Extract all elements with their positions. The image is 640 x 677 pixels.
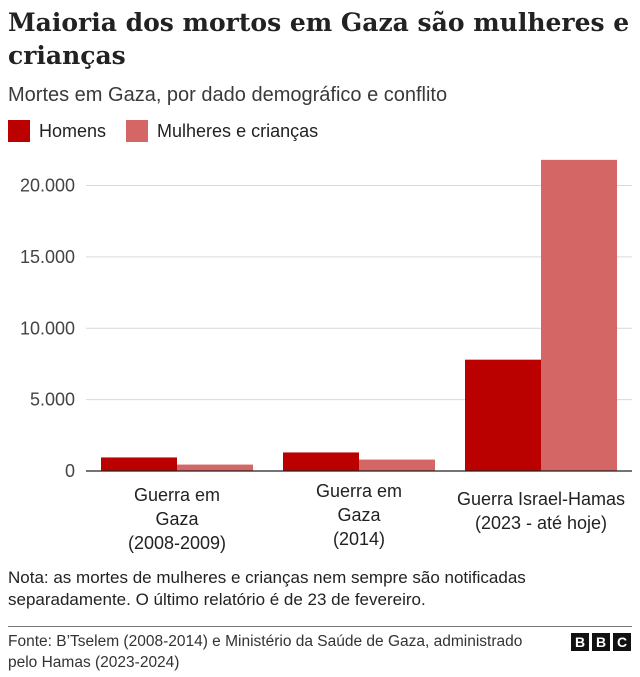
x-tick-label: Guerra em [316, 481, 402, 501]
bar-women-children [177, 464, 253, 471]
y-tick-label: 20.000 [20, 176, 75, 196]
y-tick-label: 15.000 [20, 247, 75, 267]
chart-note: Nota: as mortes de mulheres e crianças n… [8, 568, 526, 609]
legend-item-women-children: Mulheres e crianças [126, 120, 318, 142]
legend-item-men: Homens [8, 120, 106, 142]
legend-label-men: Homens [39, 120, 107, 141]
x-tick-label: (2014) [333, 529, 385, 549]
legend-label-women-children: Mulheres e crianças [157, 120, 319, 141]
source-text: Fonte: B’Tselem (2008-2014) e Ministério… [8, 633, 523, 671]
bar-women-children [359, 459, 435, 471]
bar-men [465, 359, 541, 471]
chart-title: Maioria dos mortos em Gaza são mulheres … [8, 8, 630, 70]
chart-subtitle: Mortes em Gaza, por dado demográfico e c… [8, 84, 448, 106]
bar-men [101, 457, 177, 471]
footer-divider [8, 626, 632, 627]
bar-women-children [541, 159, 617, 471]
axes: 0 5.000 10.000 15.000 20.000 Guerra em Gaza (20… [20, 176, 632, 553]
bar-chart: 0 5.000 10.000 15.000 20.000 Guerra em Gaza (20… [20, 159, 632, 553]
x-tick-label: Gaza [337, 505, 381, 525]
legend: Homens Mulheres e crianças [8, 120, 338, 142]
bbc-logo-letter-3: C [613, 633, 631, 651]
x-tick-label: Guerra em [134, 485, 220, 505]
x-tick-label: Guerra Israel-Hamas [457, 489, 625, 509]
bbc-logo-letter-1: B [571, 633, 589, 651]
x-tick-label: Gaza [155, 509, 199, 529]
bar-men [283, 452, 359, 471]
bbc-logo-letter-2: B [592, 633, 610, 651]
bars [101, 159, 617, 471]
y-tick-label: 5.000 [30, 390, 75, 410]
y-tick-label: 10.000 [20, 318, 75, 338]
bbc-logo: B B C [568, 633, 631, 651]
x-tick-label: (2008-2009) [128, 533, 226, 553]
legend-swatch-men [8, 120, 30, 142]
legend-swatch-women-children [126, 120, 149, 142]
y-tick-label: 0 [65, 461, 75, 481]
x-tick-label: (2023 - até hoje) [475, 513, 607, 533]
